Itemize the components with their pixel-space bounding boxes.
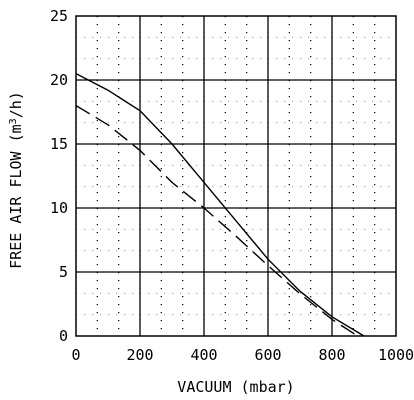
x-tick-label: 800 xyxy=(318,346,345,364)
y-tick-label: 10 xyxy=(50,199,68,217)
y-tick-label: 25 xyxy=(50,7,68,25)
y-tick-label: 0 xyxy=(59,327,68,345)
series-line-dashed xyxy=(75,104,358,337)
x-tick-labels: 0 200 400 600 800 1000 xyxy=(71,346,414,364)
major-grid xyxy=(76,16,396,336)
plot-frame xyxy=(75,15,397,337)
y-tick-label: 15 xyxy=(50,135,68,153)
y-tick-label: 20 xyxy=(50,71,68,89)
x-tick-label: 600 xyxy=(254,346,281,364)
y-axis-title: FREE AIR FLOW (m3/h) xyxy=(7,91,25,269)
y-axis-title-sup: 3 xyxy=(8,118,19,124)
series-line-solid xyxy=(75,72,365,337)
series-layer xyxy=(75,72,365,337)
minor-grid xyxy=(76,16,396,336)
x-tick-label: 1000 xyxy=(378,346,414,364)
y-tick-label: 5 xyxy=(59,263,68,281)
y-axis-title-suffix: /h) xyxy=(7,91,25,118)
y-tick-labels: 0 5 10 15 20 25 xyxy=(50,7,68,345)
x-axis-title: VACUUM (mbar) xyxy=(177,378,294,396)
x-tick-label: 400 xyxy=(190,346,217,364)
x-tick-label: 0 xyxy=(71,346,80,364)
y-axis-title-prefix: FREE AIR FLOW (m xyxy=(7,124,25,269)
x-tick-label: 200 xyxy=(126,346,153,364)
